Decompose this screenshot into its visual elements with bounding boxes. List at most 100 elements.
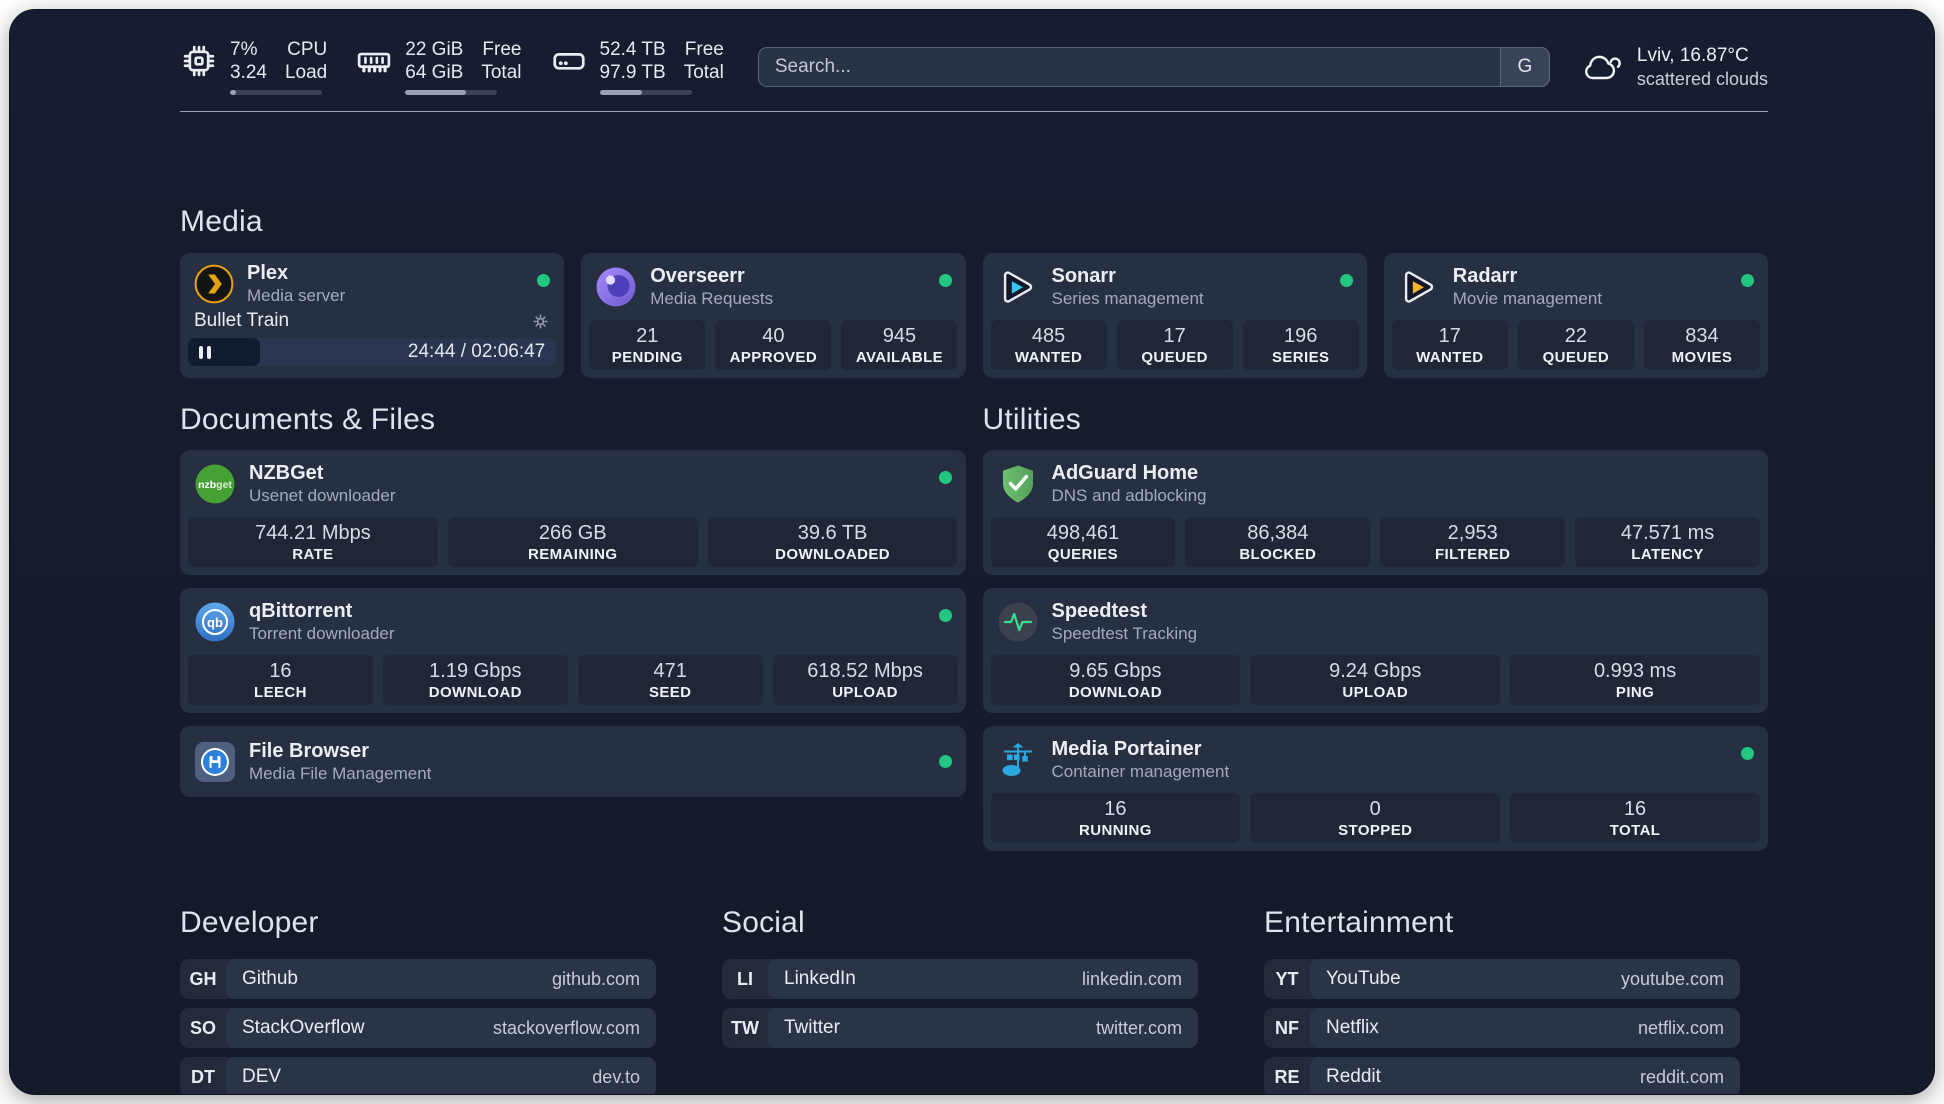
cpu-usage-value: 7%: [230, 39, 258, 60]
stat-queries: 498,461 QUERIES: [990, 517, 1176, 567]
cpu-load-label: Load: [284, 62, 328, 83]
top-bar: 7% 3.24 CPU Load: [180, 38, 1768, 95]
bookmark-name: Github: [242, 968, 298, 989]
cloud-icon: [1580, 45, 1624, 89]
sonarr-icon: [997, 266, 1039, 308]
cpu-load-value: 3.24: [230, 62, 267, 83]
search-engine-button[interactable]: G: [1499, 46, 1550, 87]
app-name: NZBGet: [249, 462, 324, 484]
bookmark-domain: reddit.com: [1639, 1066, 1724, 1087]
plex-card[interactable]: Plex Media server Bullet Train: [180, 253, 565, 378]
bookmark-domain: dev.to: [592, 1066, 640, 1087]
app-description: Media server: [247, 286, 346, 305]
gear-icon[interactable]: [531, 312, 550, 331]
bookmark-domain: github.com: [551, 968, 640, 989]
bookmark-abbr: NF: [1275, 1017, 1299, 1038]
status-dot-online: [1339, 274, 1353, 287]
app-description: Torrent downloader: [249, 624, 395, 643]
nzbget-card[interactable]: nzbget NZBGet Usenet downloader 744.: [180, 450, 966, 575]
search-bar: G: [757, 46, 1550, 87]
app-description: DNS and adblocking: [1051, 486, 1207, 505]
now-playing-title: Bullet Train: [194, 310, 290, 331]
cpu-widget: 7% 3.24 CPU Load: [180, 38, 327, 95]
bookmark-netflix[interactable]: NF Netflix netflix.com: [1264, 1008, 1740, 1048]
stat-download: 1.19 Gbps DOWNLOAD: [382, 655, 568, 705]
memory-total-label: Total: [481, 62, 522, 83]
bookmark-domain: linkedin.com: [1081, 968, 1182, 989]
app-name: Radarr: [1452, 265, 1518, 287]
playback-progress-bar: 24:44 / 02:06:47: [188, 338, 557, 366]
stat-pending: 21 PENDING: [589, 320, 706, 370]
section-social: Social LI LinkedIn linkedin.com TW Twitt…: [722, 905, 1198, 1094]
app-name: File Browser: [249, 740, 370, 762]
bookmark-abbr: TW: [731, 1017, 759, 1038]
status-dot-online: [1741, 274, 1754, 287]
stat-available: 945 AVAILABLE: [841, 320, 958, 370]
filebrowser-card[interactable]: File Browser Media File Management: [180, 726, 966, 797]
dashboard-window: 7% 3.24 CPU Load: [9, 9, 1935, 1095]
documents-section-title: Documents & Files: [180, 403, 436, 436]
bookmark-github[interactable]: GH Github github.com: [180, 959, 656, 999]
qbittorrent-card[interactable]: qb qBittorrent Torrent downloader 16: [180, 588, 966, 713]
bookmark-reddit[interactable]: RE Reddit reddit.com: [1264, 1057, 1740, 1094]
speedtest-card[interactable]: Speedtest Speedtest Tracking 9.65 Gbps D…: [982, 588, 1768, 713]
stat-latency: 47.571 ms LATENCY: [1575, 517, 1760, 567]
app-description: Media File Management: [249, 764, 432, 783]
disk-free-value: 52.4 TB: [599, 39, 666, 60]
disk-widget: 52.4 TB 97.9 TB Free Total: [550, 38, 724, 95]
bookmark-abbr: LI: [737, 968, 753, 989]
pause-icon: [199, 345, 211, 359]
weather-widget[interactable]: Lviv, 16.87°C scattered clouds: [1580, 44, 1768, 90]
stat-movies: 834 MOVIES: [1643, 320, 1760, 370]
section-media: Media Plex Media server: [180, 204, 1768, 378]
cpu-usage-label: CPU: [287, 39, 328, 60]
bookmark-dev[interactable]: DT DEV dev.to: [180, 1057, 656, 1094]
nzbget-icon: nzbget: [194, 463, 236, 505]
app-name: Media Portainer: [1051, 738, 1202, 760]
app-name: Overseerr: [650, 265, 745, 287]
bookmark-twitter[interactable]: TW Twitter twitter.com: [722, 1008, 1198, 1048]
app-description: Usenet downloader: [249, 486, 396, 505]
bookmark-youtube[interactable]: YT YouTube youtube.com: [1264, 959, 1740, 999]
stat-upload: 9.24 Gbps UPLOAD: [1250, 655, 1501, 705]
memory-icon: [355, 42, 393, 80]
memory-widget: 22 GiB 64 GiB Free Total: [355, 38, 522, 95]
stat-filtered: 2,953 FILTERED: [1380, 517, 1566, 567]
bookmark-linkedin[interactable]: LI LinkedIn linkedin.com: [722, 959, 1198, 999]
entertainment-section-title: Entertainment: [1264, 906, 1454, 939]
app-description: Container management: [1051, 762, 1230, 781]
memory-free-label: Free: [482, 39, 522, 60]
sonarr-card[interactable]: Sonarr Series management 485 WANTED 17 Q…: [982, 253, 1367, 378]
section-developer: Developer GH Github github.com SO StackO…: [180, 905, 656, 1094]
app-name: AdGuard Home: [1051, 462, 1199, 484]
app-description: Speedtest Tracking: [1051, 624, 1198, 643]
overseerr-card[interactable]: Overseerr Media Requests 21 PENDING 40 A…: [581, 253, 966, 378]
svg-text:qb: qb: [207, 615, 223, 630]
search-input[interactable]: [757, 46, 1550, 87]
bookmark-name: Twitter: [784, 1017, 840, 1038]
app-description: Series management: [1051, 289, 1204, 308]
stat-total: 16 TOTAL: [1510, 793, 1760, 843]
status-dot-online: [938, 754, 952, 768]
bookmark-name: YouTube: [1326, 968, 1401, 989]
stat-remaining: 266 GB REMAINING: [447, 517, 698, 567]
memory-progress-bar: [405, 90, 498, 95]
stat-downloaded: 39.6 TB DOWNLOADED: [707, 517, 958, 567]
overseerr-icon: [595, 266, 637, 308]
disk-total-value: 97.9 TB: [599, 62, 666, 83]
bookmark-name: LinkedIn: [784, 968, 856, 989]
app-name: qBittorrent: [249, 600, 353, 622]
stat-series: 196 SERIES: [1242, 320, 1359, 370]
disk-total-label: Total: [683, 62, 724, 83]
memory-free-value: 22 GiB: [405, 39, 464, 60]
bookmark-stackoverflow[interactable]: SO StackOverflow stackoverflow.com: [180, 1008, 656, 1048]
disk-progress-bar: [599, 90, 692, 95]
adguard-card[interactable]: AdGuard Home DNS and adblocking 498,461 …: [982, 450, 1768, 575]
portainer-card[interactable]: Media Portainer Container management 16 …: [982, 726, 1768, 851]
radarr-card[interactable]: Radarr Movie management 17 WANTED 22 QUE…: [1383, 253, 1768, 378]
stat-leech: 16 LEECH: [188, 655, 373, 705]
bookmark-name: DEV: [242, 1066, 282, 1087]
status-dot-online: [938, 471, 952, 484]
bookmark-name: StackOverflow: [242, 1017, 365, 1038]
bookmark-domain: twitter.com: [1095, 1017, 1182, 1038]
